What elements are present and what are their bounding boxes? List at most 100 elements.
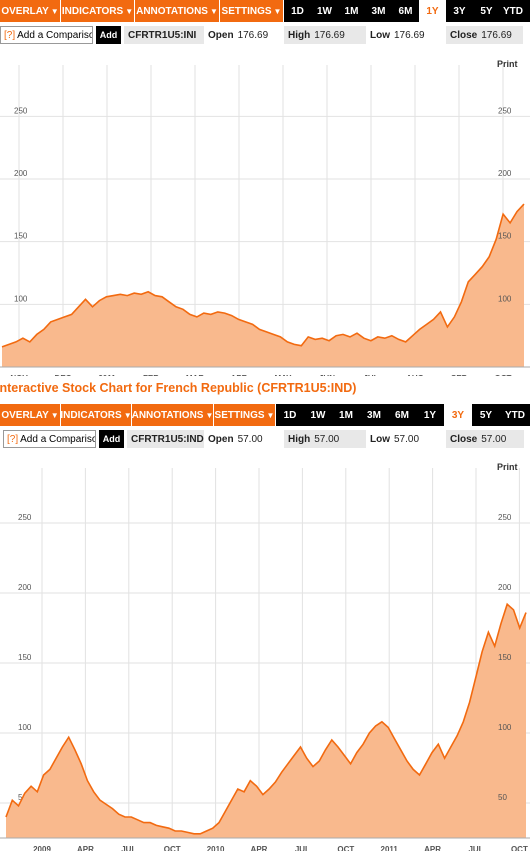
add-comparison-input[interactable]: [?] Add a Comparison	[0, 26, 93, 44]
print-link[interactable]: Print	[497, 59, 518, 69]
range-3y[interactable]: 3Y	[444, 404, 472, 426]
y-tick-label-right: 50	[498, 793, 507, 802]
help-icon[interactable]: [?]	[7, 433, 19, 445]
y-tick-label-left: 200	[18, 583, 32, 592]
chevron-down-icon: ▼	[273, 6, 282, 16]
range-1m[interactable]: 1M	[338, 0, 365, 22]
settings-label: SETTINGS	[221, 5, 272, 17]
settings-menu[interactable]: SETTINGS ▼	[214, 404, 276, 426]
add-button[interactable]: Add	[96, 26, 121, 44]
series-line	[5, 602, 527, 835]
high-value: High 176.69	[284, 26, 366, 44]
close-number: 57.00	[481, 433, 507, 445]
chart1-plot: NOV DEC 2011 FEB MAR APR MAY JUN JUL AUG SEP OCT 100…	[0, 65, 530, 376]
x-tick-label: OCT	[164, 845, 181, 851]
indicators-menu[interactable]: INDICATORS ▼	[61, 404, 132, 426]
overlay-menu[interactable]: OVERLAY ▼	[0, 404, 61, 426]
x-tick-label: APR	[77, 845, 94, 851]
indicators-menu[interactable]: INDICATORS ▼	[61, 0, 135, 22]
chart2-area[interactable]: Print 2009 APR JUL OCT 2010 APR JUL OCT 2011 APR J…	[0, 453, 530, 851]
chart2-plot: 2009 APR JUL OCT 2010 APR JUL OCT 2011 APR JUL OCT 5…	[0, 468, 530, 851]
annotations-label: ANNOTATIONS	[132, 409, 204, 421]
x-tick-label: MAR	[186, 374, 204, 376]
x-tick-label: DEC	[55, 374, 72, 376]
chevron-down-icon: ▼	[50, 410, 59, 420]
chart1-quote-bar: [?] Add a Comparison Add CFRTR1U5:INI Ope…	[0, 25, 530, 45]
chevron-down-icon: ▼	[266, 410, 275, 420]
y-tick-label-left: 250	[18, 513, 32, 522]
indicators-label: INDICATORS	[61, 5, 124, 17]
range-1d[interactable]: 1D	[284, 0, 311, 22]
overlay-label: OVERLAY	[1, 5, 49, 17]
chevron-down-icon: ▼	[125, 6, 134, 16]
range-3m[interactable]: 3M	[360, 404, 388, 426]
range-ytd[interactable]: YTD	[500, 0, 526, 22]
range-6m[interactable]: 6M	[388, 404, 416, 426]
y-tick-label-right: 200	[498, 583, 512, 592]
open-number: 176.69	[237, 29, 269, 41]
high-value: High 57.00	[284, 430, 366, 448]
high-number: 176.69	[314, 29, 345, 41]
y-tick-label-right: 150	[498, 232, 512, 241]
open-value: Open 176.69	[204, 26, 284, 44]
range-1y[interactable]: 1Y	[416, 404, 444, 426]
x-tick-label: SEP	[451, 374, 468, 376]
settings-menu[interactable]: SETTINGS ▼	[220, 0, 284, 22]
overlay-label: OVERLAY	[1, 409, 49, 421]
x-tick-label: JUL	[295, 845, 310, 851]
range-1m[interactable]: 1M	[332, 404, 360, 426]
low-number: 57.00	[394, 433, 420, 445]
help-icon[interactable]: [?]	[4, 29, 16, 41]
range-3y[interactable]: 3Y	[446, 0, 473, 22]
open-label: Open	[208, 433, 234, 445]
print-link[interactable]: Print	[497, 462, 518, 472]
y-tick-label-right: 100	[498, 294, 512, 303]
open-number: 57.00	[237, 433, 263, 445]
annotations-menu[interactable]: ANNOTATIONS ▼	[135, 0, 220, 22]
y-tick-label-left: 150	[14, 232, 28, 241]
low-label: Low	[370, 433, 390, 445]
x-tick-label: MAY	[274, 374, 292, 376]
series-area	[6, 604, 526, 838]
low-number: 176.69	[394, 29, 425, 41]
low-value: Low 57.00	[366, 430, 446, 448]
y-tick-label-left: 250	[14, 106, 28, 115]
settings-label: SETTINGS	[214, 409, 265, 421]
add-comparison-input[interactable]: [?] Add a Comparison	[3, 430, 96, 448]
range-1d[interactable]: 1D	[276, 404, 304, 426]
chevron-down-icon: ▼	[50, 6, 59, 16]
range-1y[interactable]: 1Y	[419, 0, 446, 22]
add-button[interactable]: Add	[99, 430, 124, 448]
y-tick-label-right: 150	[498, 653, 512, 662]
range-6m[interactable]: 6M	[392, 0, 419, 22]
chart1-area[interactable]: Print NOV DEC 2011 FEB MAR APR MAY JUN JUL AUG SEP…	[0, 50, 530, 376]
open-value: Open 57.00	[204, 430, 284, 448]
y-tick-label-left: 150	[18, 653, 32, 662]
series-area	[2, 204, 524, 367]
chart1-toolbar: OVERLAY ▼ INDICATORS ▼ ANNOTATIONS ▼ SETTIN…	[0, 0, 530, 22]
annotations-menu[interactable]: ANNOTATIONS ▼	[132, 404, 214, 426]
overlay-menu[interactable]: OVERLAY ▼	[0, 0, 61, 22]
x-tick-label: FEB	[143, 374, 159, 376]
x-tick-label: APR	[424, 845, 441, 851]
x-tick-label: APR	[251, 845, 268, 851]
close-label: Close	[450, 433, 478, 445]
symbol-label: CFRTR1U5:IND	[127, 430, 204, 448]
x-tick-label: JUL	[363, 374, 378, 376]
range-5y[interactable]: 5Y	[472, 404, 500, 426]
y-tick-label-left: 100	[14, 294, 28, 303]
low-value: Low 176.69	[366, 26, 446, 44]
x-tick-label: 2009	[33, 845, 51, 851]
range-ytd[interactable]: YTD	[500, 404, 530, 426]
range-1w[interactable]: 1W	[304, 404, 332, 426]
high-number: 57.00	[314, 433, 340, 445]
range-1w[interactable]: 1W	[311, 0, 338, 22]
range-3m[interactable]: 3M	[365, 0, 392, 22]
y-tick-label-right: 200	[498, 169, 512, 178]
x-tick-label: AUG	[406, 374, 424, 376]
add-comparison-label: Add a Comparison	[17, 29, 93, 41]
y-tick-label-right: 250	[498, 513, 512, 522]
x-tick-label: 2010	[207, 845, 225, 851]
range-5y[interactable]: 5Y	[473, 0, 500, 22]
page-title: Interactive Stock Chart for French Repub…	[0, 381, 357, 395]
